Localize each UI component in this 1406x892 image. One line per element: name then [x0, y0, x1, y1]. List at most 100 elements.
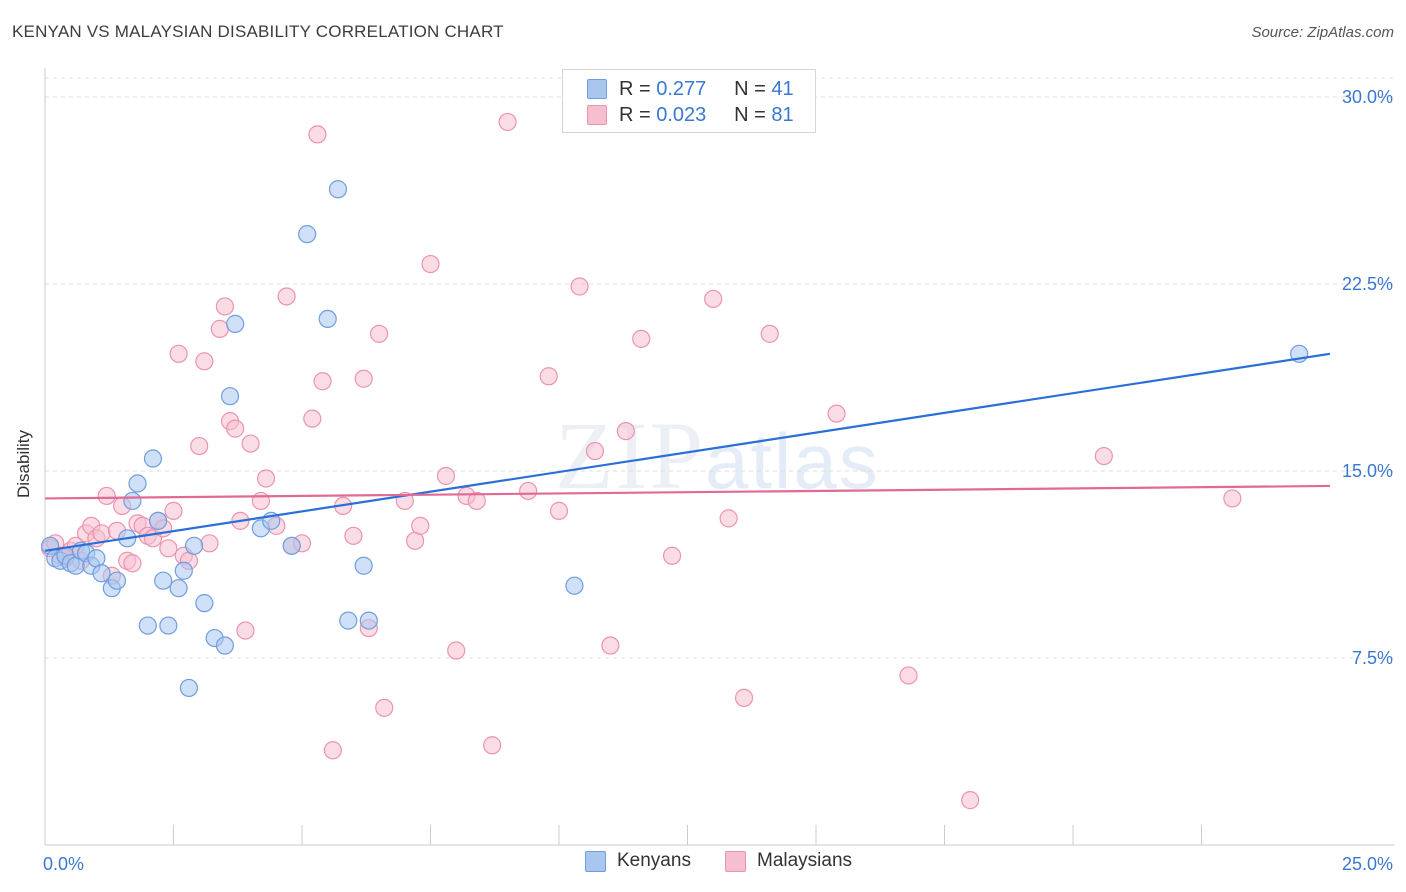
y-tick-label: 15.0% — [1342, 461, 1393, 481]
chart-title: KENYAN VS MALAYSIAN DISABILITY CORRELATI… — [12, 22, 504, 41]
x-tick-label: 0.0% — [43, 854, 84, 874]
watermark-zip: ZIP — [555, 402, 705, 509]
malaysian-point — [483, 736, 502, 755]
malaysian-point — [308, 125, 327, 144]
kenyans-swatch — [587, 79, 607, 99]
kenyan-point — [154, 571, 173, 590]
legend-item-malaysians[interactable]: Malaysians — [725, 850, 852, 872]
malaysian-point — [704, 289, 723, 309]
malaysian-point — [210, 319, 229, 338]
malaysian-point — [827, 404, 846, 423]
malaysian-point — [375, 698, 394, 717]
y-axis-label: Disability — [14, 429, 33, 498]
malaysians-swatch — [587, 105, 607, 125]
malaysians-swatch — [725, 850, 746, 872]
malaysian-point — [123, 554, 142, 573]
kenyan-point — [128, 474, 147, 493]
malaysian-point — [215, 297, 234, 316]
kenyan-point — [354, 556, 373, 575]
malaysian-point — [164, 501, 183, 520]
kenyan-point — [174, 561, 193, 580]
malaysian-point — [226, 419, 245, 438]
malaysian-point — [323, 741, 342, 760]
kenyan-point — [138, 616, 157, 635]
malaysian-point — [411, 516, 430, 535]
legend-label-malaysians: Malaysians — [757, 850, 853, 871]
malaysian-point — [585, 441, 605, 461]
n-value: 41 — [771, 77, 794, 100]
kenyans-swatch — [585, 850, 606, 872]
malaysian-point — [241, 434, 260, 453]
kenyan-point — [220, 387, 240, 406]
n-label: N = — [734, 77, 766, 100]
kenyan-point — [107, 571, 127, 590]
malaysian-point — [467, 491, 486, 511]
malaysian-point — [190, 436, 209, 456]
kenyan-point — [298, 225, 317, 244]
malaysian-point — [632, 329, 651, 348]
x-tick-label: 25.0% — [1342, 854, 1393, 874]
kenyan-point — [215, 636, 234, 655]
malaysian-point — [436, 466, 456, 486]
r-label: R = — [619, 103, 651, 126]
r-value: 0.277 — [656, 77, 707, 100]
kenyan-point — [92, 564, 111, 583]
y-tick-label: 7.5% — [1352, 648, 1393, 668]
legend-item-kenyans[interactable]: Kenyans — [585, 850, 691, 872]
malaysian-trend-line — [44, 484, 1331, 500]
malaysian-point — [200, 534, 219, 553]
malaysian-point — [734, 688, 754, 707]
legend-row-text: R = 0.023 N = 81 — [619, 104, 794, 127]
malaysian-point — [570, 277, 589, 296]
malaysian-point — [169, 344, 188, 363]
n-label: N = — [734, 103, 766, 126]
malaysian-point — [159, 539, 178, 558]
watermark: ZIPatlas — [555, 400, 880, 511]
kenyan-point — [195, 594, 214, 613]
kenyan-point — [184, 536, 204, 555]
malaysian-point — [370, 324, 389, 343]
kenyan-point — [148, 511, 168, 530]
malaysian-point — [256, 469, 276, 488]
malaysian-point — [719, 509, 738, 528]
malaysian-point — [447, 641, 466, 660]
kenyan-point — [143, 449, 163, 468]
malaysian-point — [539, 367, 558, 386]
malaysian-point — [354, 369, 373, 388]
malaysian-point — [498, 112, 517, 132]
kenyan-trend-line — [44, 352, 1331, 552]
kenyan-point — [318, 309, 337, 329]
kenyan-point — [359, 611, 378, 630]
malaysian-point — [277, 287, 296, 306]
malaysian-point — [899, 666, 918, 685]
malaysian-point — [662, 546, 682, 565]
malaysian-point — [303, 409, 322, 428]
malaysian-point — [616, 422, 635, 441]
malaysian-point — [92, 524, 111, 543]
legend-stats: R = 0.277 N = 41 R = 0.023 N = 81 — [562, 69, 816, 133]
source-label: Source: ZipAtlas.com — [1251, 24, 1394, 41]
y-tick-label: 22.5% — [1342, 274, 1393, 294]
y-tick-label: 30.0% — [1342, 87, 1393, 107]
malaysian-point — [519, 481, 538, 501]
malaysian-point — [97, 486, 116, 506]
malaysian-point — [421, 254, 440, 274]
malaysian-point — [344, 526, 363, 545]
malaysian-point — [236, 621, 255, 640]
kenyan-point — [328, 180, 348, 199]
legend-label-kenyans: Kenyans — [617, 850, 691, 871]
r-value: 0.023 — [656, 103, 707, 126]
malaysian-point — [760, 324, 779, 343]
malaysian-point — [961, 791, 980, 810]
kenyan-point — [339, 611, 358, 630]
malaysian-point — [313, 372, 332, 391]
n-value: 81 — [771, 103, 794, 126]
malaysian-point — [549, 501, 569, 520]
legend-series: Kenyans Malaysians — [0, 850, 1406, 878]
r-label: R = — [619, 77, 651, 100]
kenyan-point — [179, 678, 199, 698]
malaysian-point — [195, 352, 214, 371]
malaysian-point — [1223, 489, 1242, 508]
kenyan-point — [226, 314, 245, 333]
